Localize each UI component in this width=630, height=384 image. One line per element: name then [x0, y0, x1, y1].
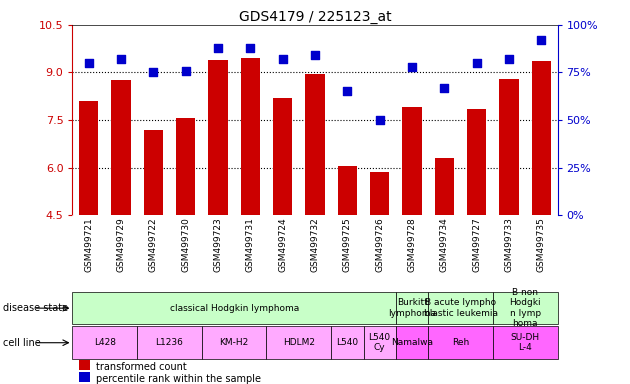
Point — [504, 56, 514, 62]
Bar — [370, 172, 389, 215]
Bar — [241, 58, 260, 215]
Point — [536, 37, 546, 43]
Point — [116, 56, 126, 62]
Text: GSM499734: GSM499734 — [440, 217, 449, 272]
Bar — [532, 61, 551, 215]
Bar — [364, 326, 396, 359]
Point — [310, 52, 320, 58]
Text: GSM499724: GSM499724 — [278, 217, 287, 272]
Point — [472, 60, 482, 66]
Bar — [403, 107, 421, 215]
Point — [213, 45, 223, 51]
Text: L428: L428 — [94, 338, 116, 347]
Text: L540: L540 — [336, 338, 358, 347]
Point — [148, 70, 158, 76]
Text: percentile rank within the sample: percentile rank within the sample — [96, 374, 261, 384]
Bar — [338, 166, 357, 215]
Text: GSM499722: GSM499722 — [149, 217, 158, 272]
Text: SU-DH
L-4: SU-DH L-4 — [511, 333, 540, 353]
Bar — [435, 158, 454, 215]
Bar — [396, 326, 428, 359]
Text: GSM499723: GSM499723 — [214, 217, 222, 272]
Bar — [176, 118, 195, 215]
Bar — [493, 326, 558, 359]
Text: GSM499725: GSM499725 — [343, 217, 352, 272]
Point — [407, 64, 417, 70]
Bar — [79, 101, 98, 215]
Text: GSM499727: GSM499727 — [472, 217, 481, 272]
Bar — [72, 292, 396, 324]
Point — [181, 68, 191, 74]
Bar — [428, 292, 493, 324]
Text: Reh: Reh — [452, 338, 469, 347]
Title: GDS4179 / 225123_at: GDS4179 / 225123_at — [239, 10, 391, 24]
Text: transformed count: transformed count — [96, 362, 187, 372]
Bar — [467, 109, 486, 215]
Point — [342, 88, 352, 94]
Point — [439, 84, 449, 91]
Text: GSM499730: GSM499730 — [181, 217, 190, 272]
Text: B non
Hodgki
n lymp
homa: B non Hodgki n lymp homa — [510, 288, 541, 328]
Text: disease state: disease state — [3, 303, 68, 313]
Text: Burkitt
lymphoma: Burkitt lymphoma — [388, 298, 436, 318]
Bar — [306, 74, 324, 215]
Text: GSM499726: GSM499726 — [375, 217, 384, 272]
Bar — [72, 326, 137, 359]
Point — [84, 60, 94, 66]
Text: GSM499729: GSM499729 — [117, 217, 125, 272]
Text: cell line: cell line — [3, 338, 41, 348]
Text: Namalwa: Namalwa — [391, 338, 433, 347]
Bar — [137, 326, 202, 359]
Text: GSM499733: GSM499733 — [505, 217, 513, 272]
Text: GSM499721: GSM499721 — [84, 217, 93, 272]
Bar — [112, 80, 130, 215]
Bar — [428, 326, 493, 359]
Text: L540
Cy: L540 Cy — [369, 333, 391, 353]
Bar — [202, 326, 266, 359]
Text: GSM499731: GSM499731 — [246, 217, 255, 272]
Text: B acute lympho
blastic leukemia: B acute lympho blastic leukemia — [423, 298, 498, 318]
Point — [245, 45, 255, 51]
Point — [278, 56, 288, 62]
Bar — [396, 292, 428, 324]
Point — [375, 117, 385, 123]
Text: HDLM2: HDLM2 — [283, 338, 315, 347]
Text: classical Hodgkin lymphoma: classical Hodgkin lymphoma — [169, 304, 299, 313]
Text: L1236: L1236 — [156, 338, 183, 347]
Bar — [273, 98, 292, 215]
Bar — [493, 292, 558, 324]
Text: GSM499735: GSM499735 — [537, 217, 546, 272]
Text: KM-H2: KM-H2 — [219, 338, 249, 347]
Text: GSM499728: GSM499728 — [408, 217, 416, 272]
Bar — [500, 79, 518, 215]
Bar — [331, 326, 364, 359]
Text: GSM499732: GSM499732 — [311, 217, 319, 272]
Bar — [144, 129, 163, 215]
Bar — [209, 60, 227, 215]
Bar — [266, 326, 331, 359]
